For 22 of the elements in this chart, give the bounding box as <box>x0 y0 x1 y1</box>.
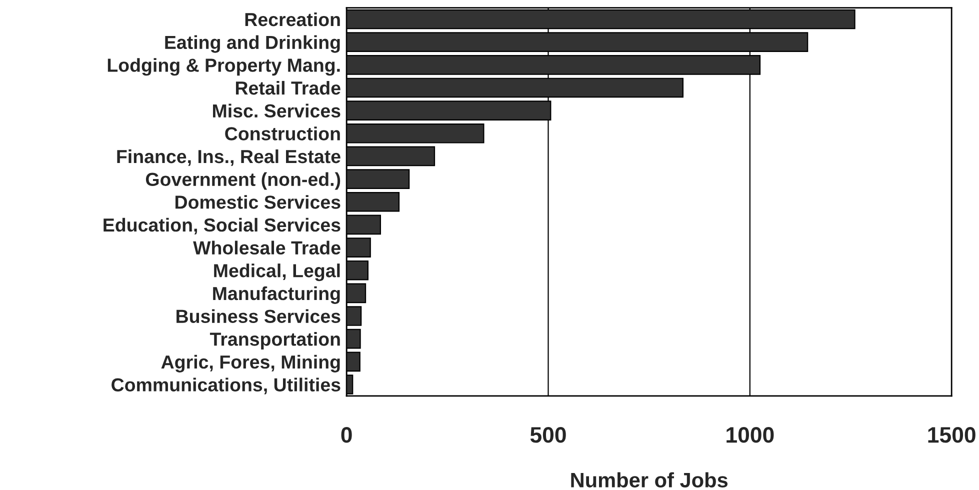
y-tick-label: Eating and Drinking <box>165 35 340 53</box>
y-tick-label: Manufacturing <box>213 286 340 304</box>
x-tick-label: 500 <box>530 427 566 443</box>
y-tick-label: Misc. Services <box>213 104 340 118</box>
y-tick-label: Transportation <box>210 332 340 350</box>
y-tick-label: Business Services <box>176 309 340 323</box>
y-tick-label: Retail Trade <box>236 80 340 95</box>
y-tick-label: Lodging & Property Mang. <box>108 58 340 76</box>
y-tick-label: Recreation <box>245 12 340 26</box>
y-tick-label: Agric, Fores, Mining <box>161 354 340 372</box>
y-tick-label: Education, Social Services <box>104 218 340 234</box>
x-tick-label: 1500 <box>928 427 976 443</box>
y-tick-label: Communications, Utilities <box>112 378 340 394</box>
y-tick-label: Government (non-ed.) <box>146 172 340 190</box>
x-tick-label: 1000 <box>726 427 774 443</box>
y-tick-label: Wholesale Trade <box>193 240 340 255</box>
y-tick-label: Construction <box>225 126 340 140</box>
x-axis-title: Number of Jobs <box>571 472 728 488</box>
y-tick-label: Domestic Services <box>176 195 340 209</box>
y-tick-label: Finance, Ins., Real Estate <box>117 149 340 166</box>
y-tick-label: Medical, Legal <box>214 264 340 282</box>
x-tick-label: 0 <box>341 427 352 443</box>
